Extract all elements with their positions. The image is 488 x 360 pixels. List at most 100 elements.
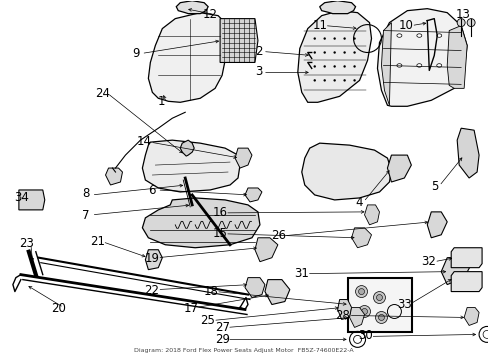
Polygon shape xyxy=(447,26,466,88)
Text: 14: 14 xyxy=(137,135,152,148)
Polygon shape xyxy=(142,198,260,248)
Polygon shape xyxy=(220,19,258,62)
Text: 29: 29 xyxy=(215,333,230,346)
Text: 3: 3 xyxy=(255,65,262,78)
Circle shape xyxy=(313,79,315,82)
Text: 22: 22 xyxy=(144,284,159,297)
Circle shape xyxy=(466,19,474,27)
Text: 11: 11 xyxy=(312,19,327,32)
Polygon shape xyxy=(105,168,122,185)
Text: 17: 17 xyxy=(183,302,198,315)
Text: 10: 10 xyxy=(398,19,413,32)
Ellipse shape xyxy=(396,34,401,37)
Polygon shape xyxy=(349,307,364,328)
Text: 18: 18 xyxy=(203,285,218,298)
Polygon shape xyxy=(19,190,45,210)
Circle shape xyxy=(323,37,325,40)
Circle shape xyxy=(353,37,355,40)
Circle shape xyxy=(313,37,315,40)
Polygon shape xyxy=(176,1,208,14)
Polygon shape xyxy=(319,1,355,14)
Circle shape xyxy=(355,285,367,298)
Text: Diagram: 2018 Ford Flex Power Seats Adjust Motor  FB5Z-74600E22-A: Diagram: 2018 Ford Flex Power Seats Adju… xyxy=(134,348,353,353)
Circle shape xyxy=(353,51,355,54)
Polygon shape xyxy=(145,250,162,270)
Ellipse shape xyxy=(436,64,441,67)
Text: 25: 25 xyxy=(200,314,215,327)
Circle shape xyxy=(343,37,345,40)
Polygon shape xyxy=(440,258,470,285)
Text: 6: 6 xyxy=(148,184,155,197)
Circle shape xyxy=(333,79,335,82)
Polygon shape xyxy=(381,23,390,105)
Text: 20: 20 xyxy=(51,302,66,315)
Polygon shape xyxy=(254,238,277,262)
Text: 33: 33 xyxy=(396,298,411,311)
Bar xyxy=(347,278,411,332)
Text: 5: 5 xyxy=(430,180,437,193)
Text: 19: 19 xyxy=(144,252,159,265)
Text: 13: 13 xyxy=(454,8,469,21)
Polygon shape xyxy=(427,212,447,238)
Circle shape xyxy=(323,79,325,82)
Circle shape xyxy=(333,51,335,54)
Polygon shape xyxy=(244,278,264,298)
Text: 21: 21 xyxy=(90,235,105,248)
Text: 30: 30 xyxy=(357,329,372,342)
Polygon shape xyxy=(377,9,466,106)
Polygon shape xyxy=(264,280,289,305)
Polygon shape xyxy=(450,272,481,292)
Circle shape xyxy=(333,37,335,40)
Circle shape xyxy=(358,306,370,318)
Polygon shape xyxy=(301,143,390,200)
Circle shape xyxy=(333,65,335,68)
Text: 28: 28 xyxy=(335,309,349,322)
Circle shape xyxy=(375,311,386,323)
Ellipse shape xyxy=(436,34,441,37)
Circle shape xyxy=(353,65,355,68)
Circle shape xyxy=(373,292,385,303)
Circle shape xyxy=(376,294,382,301)
Polygon shape xyxy=(351,228,371,248)
Circle shape xyxy=(343,51,345,54)
Polygon shape xyxy=(364,205,379,225)
Polygon shape xyxy=(180,140,194,156)
Text: 24: 24 xyxy=(95,87,109,100)
Ellipse shape xyxy=(416,64,421,67)
Circle shape xyxy=(323,51,325,54)
Text: 9: 9 xyxy=(132,47,140,60)
Text: 4: 4 xyxy=(354,196,362,209)
Text: 1: 1 xyxy=(158,95,165,108)
Polygon shape xyxy=(235,148,251,168)
Circle shape xyxy=(343,79,345,82)
Circle shape xyxy=(323,65,325,68)
Circle shape xyxy=(313,51,315,54)
Circle shape xyxy=(456,19,464,27)
Text: 8: 8 xyxy=(82,187,90,200)
Polygon shape xyxy=(297,11,371,102)
Polygon shape xyxy=(148,13,227,102)
Text: 32: 32 xyxy=(420,255,435,268)
Ellipse shape xyxy=(396,64,401,67)
Text: 31: 31 xyxy=(294,267,309,280)
Text: 34: 34 xyxy=(14,191,29,204)
Ellipse shape xyxy=(416,34,421,37)
Text: 23: 23 xyxy=(19,237,34,250)
Circle shape xyxy=(358,289,364,294)
Text: 7: 7 xyxy=(82,209,90,222)
Text: 16: 16 xyxy=(212,207,227,220)
Circle shape xyxy=(378,315,384,320)
Text: 12: 12 xyxy=(203,8,218,21)
Circle shape xyxy=(353,79,355,82)
Text: 15: 15 xyxy=(212,226,227,239)
Text: 2: 2 xyxy=(255,45,263,58)
Polygon shape xyxy=(244,188,262,202)
Polygon shape xyxy=(337,300,351,319)
Circle shape xyxy=(343,65,345,68)
Polygon shape xyxy=(450,248,481,268)
Text: 26: 26 xyxy=(270,229,285,242)
Polygon shape xyxy=(386,155,410,182)
Polygon shape xyxy=(456,128,478,178)
Circle shape xyxy=(313,65,315,68)
Text: 27: 27 xyxy=(215,320,230,333)
